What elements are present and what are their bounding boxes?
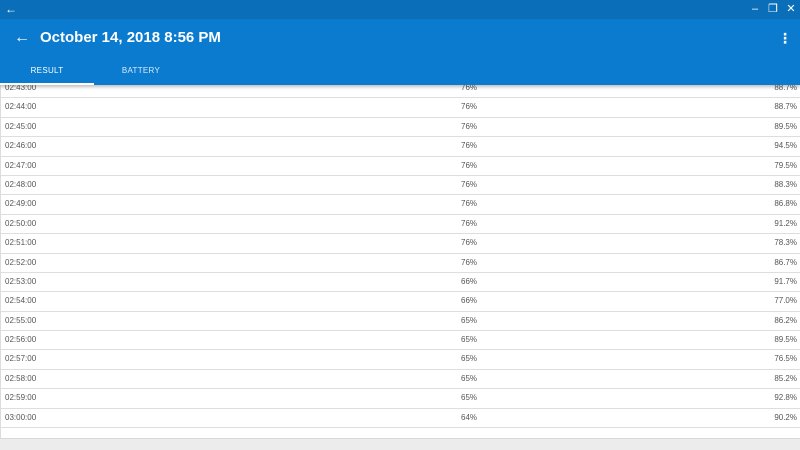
list-item: 02:57:00 65% 76.5% [1, 350, 800, 370]
overflow-menu-icon[interactable]: ⋮ [778, 30, 792, 46]
row-time: 02:56:00 [5, 335, 37, 345]
list-item: 02:56:00 65% 89.5% [1, 331, 800, 351]
row-percentage: 65% [461, 354, 478, 364]
row-percentage: 76% [461, 121, 478, 131]
row-value: 88.3% [774, 179, 797, 189]
row-value: 88.7% [774, 85, 797, 92]
row-percentage: 76% [461, 199, 478, 209]
list-item: 02:43:00 76% 88.7% [1, 85, 800, 99]
list-item: 02:48:00 76% 88.3% [1, 176, 800, 196]
row-time: 02:51:00 [5, 238, 37, 248]
tab-result-label: RESULT [30, 66, 64, 75]
row-value: 94.5% [774, 141, 797, 151]
window-back-icon[interactable]: ← [5, 2, 17, 16]
row-time: 02:58:00 [5, 373, 37, 383]
list-item: 02:59:00 65% 92.8% [1, 389, 800, 409]
list-item: 02:52:00 76% 86.7% [1, 254, 800, 273]
row-percentage: 76% [461, 238, 478, 248]
row-time: 02:47:00 [5, 160, 37, 170]
minimize-icon[interactable]: – [751, 3, 759, 15]
row-value: 78.3% [774, 238, 797, 248]
row-time: 02:53:00 [5, 276, 37, 286]
list-item: 03:00:00 64% 90.2% [1, 409, 800, 429]
row-value: 79.5% [774, 160, 797, 170]
tab-result[interactable]: RESULT [0, 63, 94, 85]
row-time: 02:55:00 [5, 315, 37, 325]
row-time: 03:00:00 [5, 412, 37, 422]
row-value: 91.2% [774, 218, 797, 228]
row-value: 86.7% [774, 257, 797, 267]
row-percentage: 76% [461, 141, 478, 151]
row-value: 76.5% [774, 354, 797, 364]
row-percentage: 65% [461, 373, 478, 383]
row-percentage: 66% [461, 276, 478, 286]
row-value: 88.7% [774, 102, 797, 112]
list-item: 02:58:00 65% 85.2% [1, 370, 800, 390]
row-time: 02:57:00 [5, 354, 37, 364]
row-time: 02:52:00 [5, 257, 37, 267]
bottom-bar [0, 438, 800, 450]
row-percentage: 76% [461, 257, 478, 267]
list-item: 02:46:00 76% 94.5% [1, 137, 800, 157]
row-value: 92.8% [774, 393, 797, 403]
row-percentage: 65% [461, 335, 478, 345]
row-value: 77.0% [774, 296, 797, 306]
back-arrow-icon[interactable]: ← [14, 29, 30, 46]
list-item: 02:47:00 76% 79.5% [1, 157, 800, 176]
app-bar: ← October 14, 2018 8:56 PM ⋮ RESULT BATT… [0, 19, 800, 85]
page-title: October 14, 2018 8:56 PM [40, 29, 221, 46]
list-item: 02:45:00 76% 89.5% [1, 118, 800, 138]
row-value: 85.2% [774, 373, 797, 383]
row-percentage: 65% [461, 315, 478, 325]
row-percentage: 76% [461, 102, 478, 112]
row-time: 02:46:00 [5, 141, 37, 151]
row-percentage: 64% [461, 412, 478, 422]
row-percentage: 76% [461, 160, 478, 170]
list-item: 02:50:00 76% 91.2% [1, 215, 800, 235]
row-value: 86.8% [774, 199, 797, 209]
row-time: 02:49:00 [5, 199, 37, 209]
list-item: 02:55:00 65% 86.2% [1, 312, 800, 332]
window-titlebar: ← – ❐ ✕ [0, 0, 800, 19]
row-value: 89.5% [774, 121, 797, 131]
list-item: 02:44:00 76% 88.7% [1, 98, 800, 118]
results-list-content: 02:43:00 76% 88.7% 02:44:00 76% 88.7% 02:45:00… [1, 85, 800, 429]
list-item: 02:51:00 76% 78.3% [1, 234, 800, 254]
list-item: 02:49:00 76% 86.8% [1, 195, 800, 215]
list-item: 02:53:00 66% 91.7% [1, 273, 800, 293]
row-time: 02:44:00 [5, 102, 37, 112]
tab-selected-indicator [0, 83, 94, 85]
row-time: 02:48:00 [5, 179, 37, 189]
row-value: 86.2% [774, 315, 797, 325]
row-time: 02:59:00 [5, 393, 37, 403]
results-list[interactable]: 02:43:00 76% 88.7% 02:44:00 76% 88.7% 02:45:00… [0, 85, 800, 438]
row-time: 02:45:00 [5, 121, 37, 131]
row-percentage: 76% [461, 179, 478, 189]
row-value: 91.7% [774, 276, 797, 286]
row-value: 89.5% [774, 335, 797, 345]
row-time: 02:50:00 [5, 218, 37, 228]
row-percentage: 66% [461, 296, 478, 306]
row-percentage: 65% [461, 393, 478, 403]
list-item: 02:54:00 66% 77.0% [1, 292, 800, 312]
row-time: 02:54:00 [5, 296, 37, 306]
tab-bar: RESULT BATTERY [0, 63, 800, 85]
row-percentage: 76% [461, 218, 478, 228]
tab-battery[interactable]: BATTERY [94, 63, 188, 85]
tab-battery-label: BATTERY [121, 66, 161, 75]
close-icon[interactable]: ✕ [786, 3, 796, 15]
row-time: 02:43:00 [5, 85, 37, 92]
row-percentage: 76% [461, 85, 478, 92]
row-value: 90.2% [774, 412, 797, 422]
restore-icon[interactable]: ❐ [768, 3, 778, 15]
